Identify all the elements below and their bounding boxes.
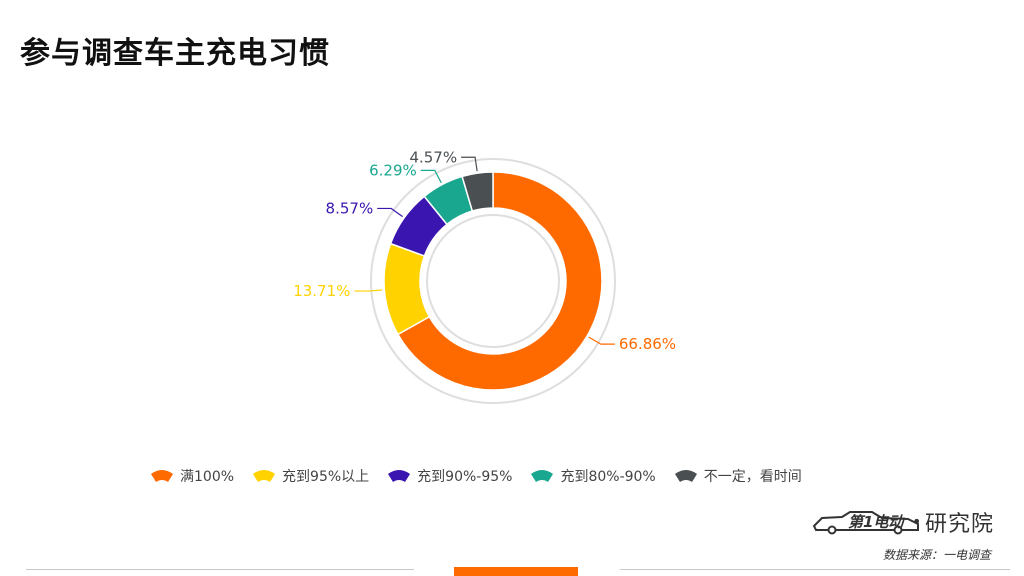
data-label-not-fixed: 4.57% (409, 148, 457, 166)
legend-label: 不一定，看时间 (703, 469, 802, 485)
car-logo-icon (812, 511, 919, 535)
data-source: 数据来源：一电调查 (883, 548, 992, 562)
guide-ring-inner (426, 214, 560, 348)
legend-swatch-icon (674, 470, 697, 482)
leader-line-not-fixed (461, 156, 478, 172)
legend-label: 充到80%-90% (560, 469, 656, 485)
legend-item-to-80-90[interactable]: 充到80%-90% (530, 466, 656, 486)
leader-line-to-95-plus (354, 289, 383, 292)
legend-swatch-icon (151, 470, 173, 482)
legend-label: 充到90%-95% (417, 469, 513, 485)
footer-accent-bar (454, 567, 578, 576)
legend-swatch-icon (388, 470, 411, 482)
chart-legend: 满100% 充到95%以上 充到90%-95% 充到80%-90% 不一定，看时间 (150, 466, 910, 486)
footer-divider-left (26, 569, 414, 570)
legend-item-not-fixed[interactable]: 不一定，看时间 (674, 466, 802, 486)
legend-label: 满100% (180, 469, 235, 485)
legend-item-to-90-95[interactable]: 充到90%-95% (387, 466, 512, 486)
leader-line-to-80-90 (420, 169, 442, 184)
slice-not-fixed (461, 171, 494, 212)
slice-full-100 (396, 171, 603, 391)
slice-to-95-plus (383, 242, 431, 336)
legend-swatch-icon (531, 470, 554, 482)
leader-line-full-100 (588, 336, 615, 345)
logo-name: 研究院 (925, 512, 995, 537)
footer-divider-right (620, 569, 1010, 570)
data-label-to-90-95: 8.57% (326, 199, 374, 217)
guide-ring-outer (370, 158, 616, 404)
brand-mark-text: 第1电动 (848, 513, 905, 531)
logo-separator: • (912, 512, 921, 531)
page-title: 参与调查车主充电习惯 (20, 36, 330, 71)
data-label-full-100: 66.86% (619, 335, 676, 353)
legend-swatch-icon (253, 470, 276, 482)
legend-label: 充到95%以上 (282, 469, 370, 485)
data-label-to-95-plus: 13.71% (293, 282, 350, 300)
data-label-to-80-90: 6.29% (369, 161, 417, 179)
brand-logo: 第1电动 • (812, 511, 921, 535)
legend-item-full-100[interactable]: 满100% (150, 466, 234, 486)
legend-item-to-95-plus[interactable]: 充到95%以上 (252, 466, 369, 486)
leader-line-to-90-95 (377, 207, 403, 218)
